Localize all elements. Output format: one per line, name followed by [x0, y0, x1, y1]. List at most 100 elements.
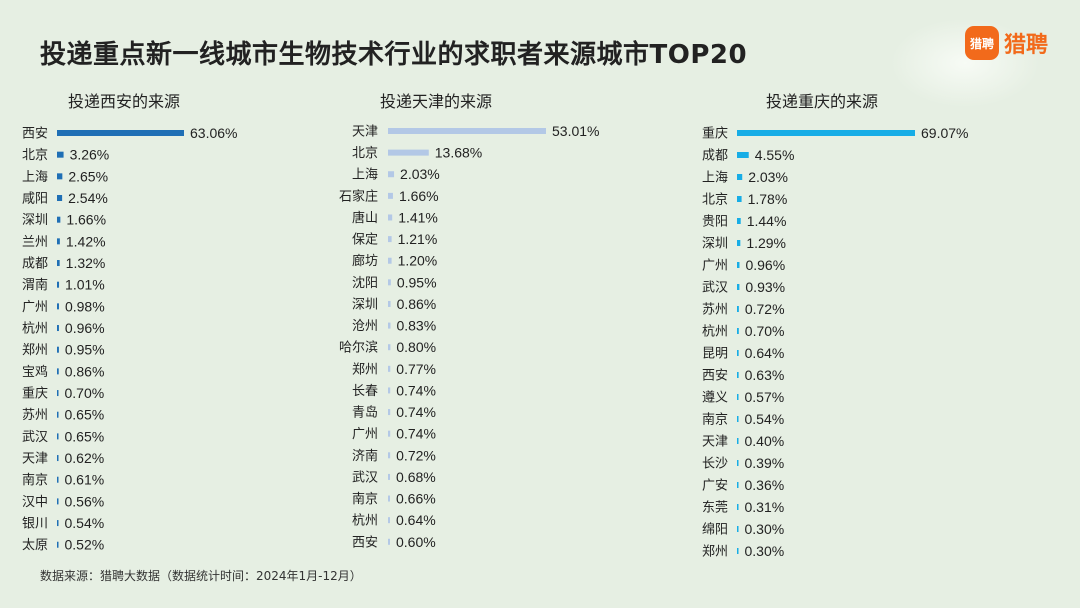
value-label: 0.56% [65, 493, 105, 509]
bar [737, 306, 739, 312]
value-label: 0.96% [65, 320, 105, 336]
value-label: 0.83% [396, 318, 436, 334]
category-label: 西安 [352, 535, 378, 550]
category-label: 苏州 [22, 407, 48, 423]
category-label: 成都 [22, 257, 48, 272]
category-label: 广州 [702, 259, 728, 274]
bar [57, 433, 59, 440]
bar [388, 128, 546, 134]
category-label: 遵义 [702, 390, 728, 406]
value-label: 0.60% [396, 534, 436, 550]
value-label: 0.31% [745, 499, 785, 515]
category-label: 绵阳 [702, 523, 728, 538]
chart-chongqing: 重庆 69.07% 成都 4.55% 上海 2.03% 北京 1.78% 贵阳 1.44% 深圳 1.… [702, 125, 969, 560]
bar [388, 365, 391, 372]
category-label: 杭州 [22, 322, 48, 337]
value-label: 0.74% [396, 426, 436, 442]
bar [388, 149, 429, 156]
bar [388, 409, 391, 416]
value-label: 0.72% [745, 301, 785, 317]
category-label: 昆明 [702, 347, 728, 362]
category-label: 广安 [702, 479, 728, 494]
bar [57, 346, 59, 353]
category-label: 广州 [22, 300, 48, 315]
category-label: 深圳 [22, 213, 48, 228]
chart-title-tianjin: 投递天津的来源 [380, 92, 493, 111]
bar [57, 173, 63, 180]
bar [57, 216, 61, 223]
value-label: 0.68% [396, 469, 436, 485]
value-label: 1.20% [398, 253, 438, 269]
value-label: 0.57% [745, 389, 785, 405]
category-label: 银川 [22, 517, 48, 532]
bar [57, 238, 60, 245]
category-label: 天津 [22, 452, 48, 467]
category-label: 西安 [22, 127, 48, 142]
bar [388, 517, 390, 524]
value-label: 1.32% [66, 255, 106, 271]
value-label: 0.30% [745, 543, 785, 559]
category-label: 廊坊 [352, 253, 378, 269]
bar [737, 372, 739, 378]
bar [737, 350, 739, 356]
value-label: 0.66% [396, 491, 436, 507]
value-label: 0.95% [65, 342, 105, 358]
bar [57, 541, 59, 548]
bar [737, 526, 739, 532]
bar [737, 262, 740, 268]
bar [388, 257, 392, 264]
value-label: 1.29% [746, 235, 786, 251]
bar [388, 300, 391, 307]
bar [737, 152, 749, 158]
value-label: 0.65% [65, 428, 105, 444]
value-label: 0.36% [745, 477, 785, 493]
category-label: 哈尔滨 [339, 340, 378, 356]
category-label: 深圳 [352, 297, 378, 312]
category-label: 渭南 [22, 277, 48, 293]
bar [388, 538, 390, 545]
value-label: 0.62% [65, 450, 105, 466]
value-label: 0.54% [745, 411, 785, 427]
logo-badge-icon: 猎聘 [964, 26, 999, 60]
bar [737, 394, 739, 400]
value-label: 1.42% [66, 233, 106, 249]
chart-xian: 西安 63.06% 北京 3.26% 上海 2.65% 咸阳 2.54% 深圳 1.66% 兰州 1.… [22, 125, 238, 553]
value-label: 0.70% [65, 385, 105, 401]
category-label: 保定 [352, 233, 378, 248]
value-label: 1.66% [66, 212, 106, 228]
category-label: 长沙 [702, 457, 728, 472]
bar [57, 281, 60, 288]
page-title: 投递重点新一线城市生物技术行业的求职者来源城市TOP20 [40, 40, 748, 70]
category-label: 石家庄 [339, 188, 378, 204]
value-label: 0.54% [65, 515, 105, 531]
category-label: 咸阳 [22, 192, 48, 207]
bar [388, 236, 392, 243]
category-label: 郑州 [352, 362, 378, 377]
category-label: 南京 [22, 472, 48, 488]
bar [57, 476, 59, 483]
bar [737, 482, 739, 488]
value-label: 1.01% [65, 277, 105, 293]
category-label: 天津 [702, 435, 728, 450]
value-label: 0.63% [745, 367, 785, 383]
bar [737, 548, 739, 554]
category-label: 苏州 [702, 302, 728, 318]
bar [57, 520, 59, 527]
bar [737, 174, 743, 180]
category-label: 郑州 [702, 545, 728, 560]
value-label: 3.26% [70, 147, 110, 163]
category-label: 郑州 [22, 343, 48, 358]
value-label: 13.68% [435, 145, 482, 161]
value-label: 0.80% [396, 339, 436, 355]
category-label: 南京 [352, 491, 378, 507]
category-label: 西安 [702, 369, 728, 384]
bar [57, 390, 59, 397]
bar [737, 240, 741, 246]
value-label: 0.74% [396, 404, 436, 420]
value-label: 69.07% [921, 125, 968, 141]
category-label: 长春 [352, 384, 378, 399]
value-label: 0.52% [65, 537, 105, 553]
bar [388, 171, 395, 178]
category-label: 天津 [352, 125, 378, 140]
category-label: 南京 [702, 412, 728, 428]
